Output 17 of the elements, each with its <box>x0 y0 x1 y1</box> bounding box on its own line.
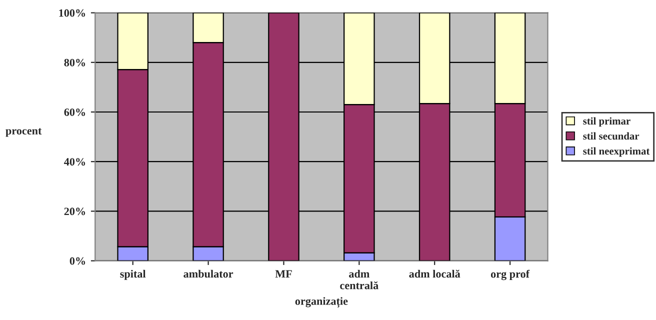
y-axis-title: procent <box>6 128 42 137</box>
x-tick-label: adm locală <box>409 270 460 278</box>
y-tick-label: 80% <box>64 58 86 66</box>
y-tick-label: 20% <box>64 208 86 216</box>
y-tick-label: 100% <box>59 9 86 17</box>
x-tick-label: ambulator <box>184 270 234 278</box>
legend-label: stil neexprimat <box>583 147 650 157</box>
y-tick-label: 0% <box>70 257 86 265</box>
y-tick-label: 40% <box>64 158 86 166</box>
x-tick-label: MF <box>275 270 292 278</box>
x-tick-label: spital <box>120 270 146 280</box>
x-tick-label: adm centrală <box>340 270 378 290</box>
x-axis-title: organizație <box>295 297 348 308</box>
legend-label: stil primar <box>583 117 630 127</box>
x-tick-label: org prof <box>490 270 530 280</box>
legend-label: stil secundar <box>583 132 640 140</box>
y-tick-label: 60% <box>64 108 86 116</box>
